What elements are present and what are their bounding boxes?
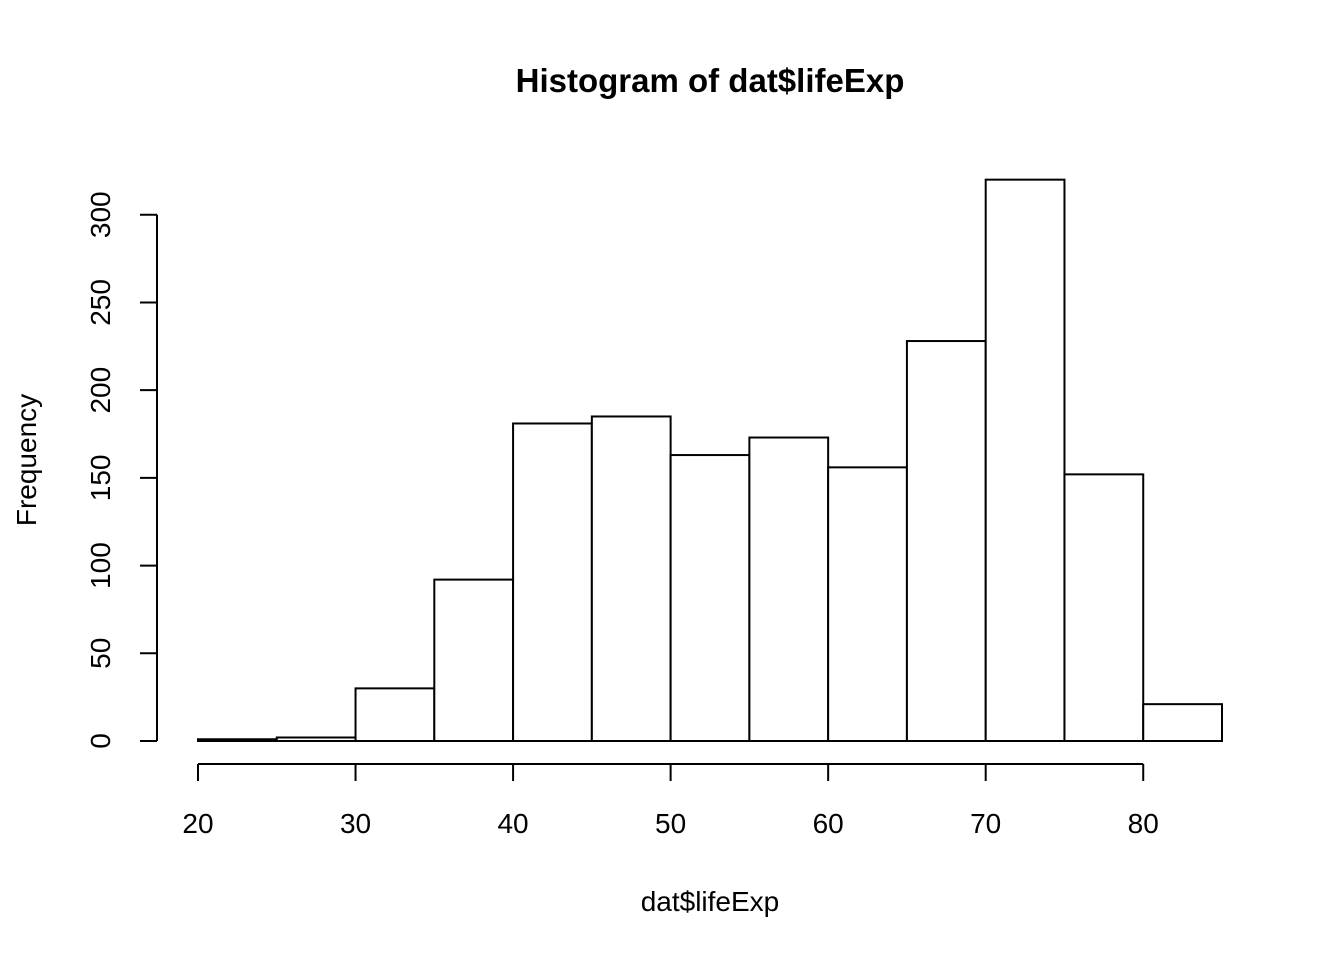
y-tick-label: 0 <box>85 733 116 749</box>
histogram-bar <box>354 687 436 743</box>
histogram-bar <box>197 738 278 742</box>
histogram-bar <box>590 415 672 742</box>
histogram-bar <box>1142 703 1223 743</box>
chart-title: Histogram of dat$lifeExp <box>516 62 905 99</box>
histogram-bar <box>275 736 357 742</box>
x-tick-label: 60 <box>813 808 844 839</box>
y-axis-label: Frequency <box>11 394 42 526</box>
histogram-bar <box>669 454 751 742</box>
bars-group <box>197 178 1223 743</box>
y-tick-label: 200 <box>85 367 116 414</box>
histogram-bar <box>827 466 908 742</box>
y-tick-label: 50 <box>85 638 116 669</box>
x-tick-label: 50 <box>655 808 686 839</box>
histogram-bar <box>512 422 593 742</box>
x-axis-label: dat$lifeExp <box>641 886 780 917</box>
x-tick-label: 70 <box>970 808 1001 839</box>
y-axis: 0 50 100 150 200 250 300 <box>85 191 158 749</box>
x-tick-label: 80 <box>1128 808 1159 839</box>
y-tick-label: 250 <box>85 279 116 326</box>
histogram-bar <box>1063 473 1145 742</box>
histogram-bar <box>905 340 987 742</box>
y-tick-label: 100 <box>85 542 116 589</box>
y-tick-label: 300 <box>85 191 116 238</box>
histogram-bar <box>748 436 830 742</box>
histogram-bar <box>984 178 1066 742</box>
x-axis: 20 30 40 50 60 70 80 <box>182 763 1159 839</box>
histogram-bar <box>433 578 515 742</box>
x-tick-label: 40 <box>497 808 528 839</box>
x-tick-label: 30 <box>340 808 371 839</box>
y-tick-label: 150 <box>85 455 116 502</box>
x-tick-label: 20 <box>182 808 213 839</box>
